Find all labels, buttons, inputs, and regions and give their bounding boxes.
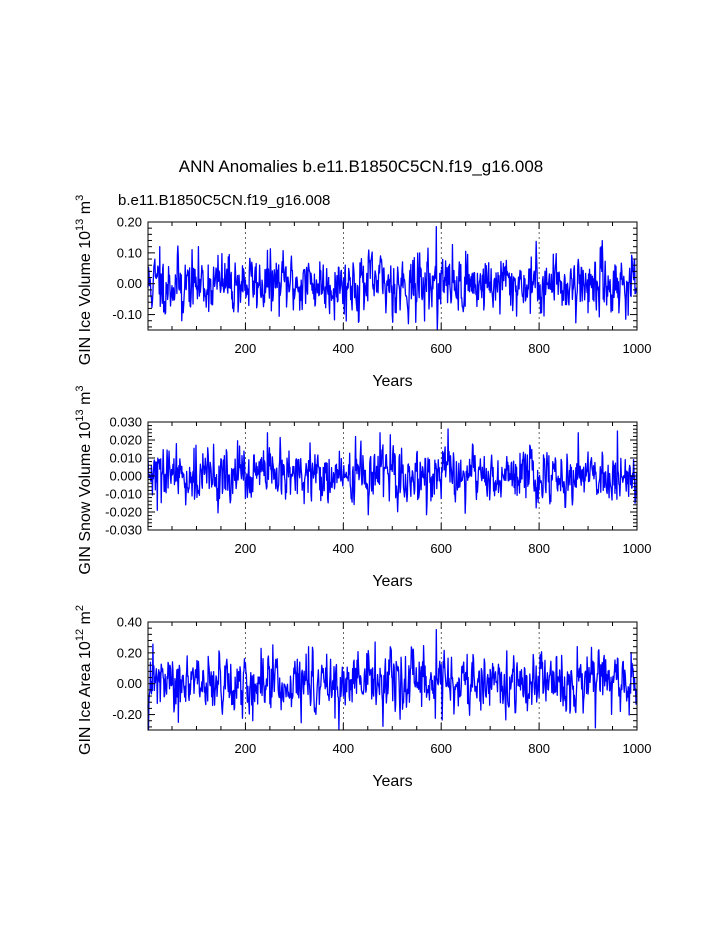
xtick-label-400: 400 xyxy=(332,741,354,756)
ytick-label-3: 0.000 xyxy=(109,469,142,484)
xtick-label-200: 200 xyxy=(235,541,257,556)
x-axis-title: Years xyxy=(372,773,412,790)
ytick-label-0: -0.030 xyxy=(105,523,142,538)
y-axis-title-unit: m xyxy=(77,611,94,629)
y-axis-title-exp: 13 xyxy=(74,409,86,421)
y-axis-title-unit: m xyxy=(77,201,94,219)
y-axis-title-exp: 13 xyxy=(74,219,86,231)
xtick-label-800: 800 xyxy=(528,341,550,356)
panel-3: 200 400 600 800 1000 -0.20 0.00 0.20 0.40 Years GI… xyxy=(74,605,651,790)
xtick-label-200: 200 xyxy=(235,341,257,356)
xtick-label-600: 600 xyxy=(430,741,452,756)
case-label: b.e11.B1850C5CN.f19_g16.008 xyxy=(118,192,330,209)
ytick-label-3: 0.20 xyxy=(117,215,142,230)
plot-frame xyxy=(147,621,638,731)
xtick-label-1000: 1000 xyxy=(623,341,652,356)
y-axis-title-unit-exp: 2 xyxy=(74,605,86,611)
xtick-label-200: 200 xyxy=(235,741,257,756)
plot-frame xyxy=(147,421,638,531)
y-axis-title-unit-exp: 3 xyxy=(74,195,86,201)
xtick-label-400: 400 xyxy=(332,541,354,556)
ytick-label-2: -0.010 xyxy=(105,487,142,502)
panels-group: 200 400 600 800 1000 -0.10 0.00 0.10 0.20 Years GI… xyxy=(74,195,651,790)
xtick-label-1000: 1000 xyxy=(623,741,652,756)
xtick-label-800: 800 xyxy=(528,541,550,556)
y-axis-title: GIN Snow Volume 1013 m3 xyxy=(74,385,94,574)
ytick-label-3: 0.40 xyxy=(117,615,142,630)
ytick-label-0: -0.10 xyxy=(112,307,142,322)
y-axis-title-main: GIN Snow Volume 10 xyxy=(77,421,94,574)
panel-2: 200 400 600 800 1000 -0.030 -0.020 -0.010 0.000 0… xyxy=(74,385,651,590)
x-axis-title: Years xyxy=(372,573,412,590)
x-axis-title: Years xyxy=(372,373,412,390)
ytick-label-1: 0.00 xyxy=(117,276,142,291)
series-line-3 xyxy=(147,629,638,731)
y-axis-title: GIN Ice Area 1012 m2 xyxy=(74,605,94,755)
xtick-label-800: 800 xyxy=(528,741,550,756)
ytick-label-0: -0.20 xyxy=(112,707,142,722)
y-axis-title-main: GIN Ice Volume 10 xyxy=(77,231,94,365)
figure-title: ANN Anomalies b.e11.B1850C5CN.f19_g16.00… xyxy=(179,157,543,176)
ytick-label-1: 0.00 xyxy=(117,676,142,691)
y-axis-title-unit: m xyxy=(77,392,94,410)
y-axis-title-exp: 12 xyxy=(74,629,86,641)
series-line-1 xyxy=(147,225,638,331)
xtick-label-600: 600 xyxy=(430,541,452,556)
ytick-label-5: 0.020 xyxy=(109,433,142,448)
xtick-label-600: 600 xyxy=(430,341,452,356)
y-axis-title: GIN Ice Volume 1013 m3 xyxy=(74,195,94,365)
ytick-label-2: 0.20 xyxy=(117,645,142,660)
ytick-label-1: -0.020 xyxy=(105,505,142,520)
y-axis-title-main: GIN Ice Area 10 xyxy=(77,641,94,755)
xtick-label-400: 400 xyxy=(332,341,354,356)
series-line-2 xyxy=(147,428,638,516)
xtick-label-1000: 1000 xyxy=(623,541,652,556)
panel-1: 200 400 600 800 1000 -0.10 0.00 0.10 0.20 Years GI… xyxy=(74,195,651,390)
y-axis-title-unit-exp: 3 xyxy=(74,385,86,391)
ytick-label-6: 0.030 xyxy=(109,415,142,430)
ytick-label-2: 0.10 xyxy=(117,245,142,260)
ytick-label-4: 0.010 xyxy=(109,451,142,466)
